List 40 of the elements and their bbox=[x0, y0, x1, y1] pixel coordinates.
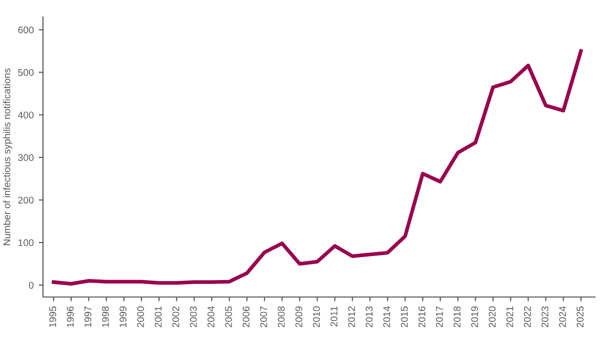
x-tick-label: 2003 bbox=[190, 306, 197, 328]
x-tick-label: 1998 bbox=[102, 306, 109, 327]
x-tick-label: 2000 bbox=[137, 306, 144, 328]
x-tick-label: 2007 bbox=[260, 306, 268, 328]
y-tick-label: 600 bbox=[18, 26, 34, 34]
x-tick-label: 2013 bbox=[366, 306, 373, 328]
x-tick-label: 2008 bbox=[278, 306, 285, 328]
x-tick-label: 2010 bbox=[312, 306, 320, 328]
x-tick-label: 2024 bbox=[559, 306, 566, 328]
x-tick-label: 2017 bbox=[436, 306, 443, 328]
y-tick-label: 500 bbox=[18, 69, 34, 76]
x-tick-label: 2022 bbox=[524, 306, 531, 328]
x-tick-label: 2020 bbox=[488, 306, 496, 328]
x-tick-label: 1995 bbox=[49, 306, 56, 327]
y-tick-label: 100 bbox=[18, 239, 34, 246]
x-tick-label: 2009 bbox=[295, 306, 302, 328]
x-tick-label: 1999 bbox=[120, 306, 126, 327]
x-tick-label: 2006 bbox=[242, 306, 250, 328]
x-tick-label: 2023 bbox=[542, 306, 548, 328]
y-axis-title: Number of infectious syphilis notifications bbox=[3, 68, 12, 246]
x-tick-label: 2002 bbox=[172, 306, 180, 328]
x-tick-label: 2016 bbox=[418, 306, 426, 328]
y-tick-label: 200 bbox=[18, 196, 34, 204]
x-tick-label: 2025 bbox=[576, 306, 584, 328]
x-tick-label: 2014 bbox=[383, 306, 390, 328]
x-tick-label: 1996 bbox=[66, 306, 74, 327]
y-tick-label: 0 bbox=[28, 282, 34, 289]
x-tick-label: 2015 bbox=[400, 306, 408, 328]
x-tick-label: 2019 bbox=[471, 306, 478, 328]
y-tick-label: 300 bbox=[18, 154, 34, 162]
x-tick-label: 1997 bbox=[84, 306, 92, 327]
x-tick-label: 2018 bbox=[454, 306, 460, 328]
x-tick-label: 2004 bbox=[207, 306, 214, 328]
x-tick-label: 2012 bbox=[348, 306, 356, 328]
y-tick-label: 400 bbox=[18, 112, 34, 118]
x-tick-label: 2005 bbox=[225, 306, 232, 328]
x-tick-label: 2001 bbox=[154, 306, 162, 328]
x-tick-label: 2011 bbox=[330, 306, 338, 326]
x-tick-label: 2021 bbox=[506, 306, 514, 328]
line-series bbox=[52, 49, 583, 286]
